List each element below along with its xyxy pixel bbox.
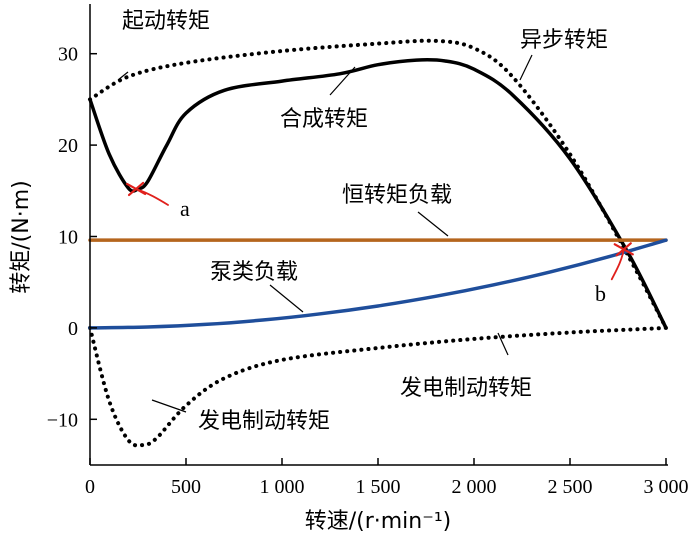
tick-layer: 0 500 1 000 1 500 2 000 2 500 3 000 −10 0 10 20 30 (47, 44, 689, 498)
x-tick-label: 500 (171, 476, 201, 498)
annotation-constant-load: 恒转矩负载 (342, 183, 452, 208)
x-tick-label: 2 000 (452, 476, 497, 498)
y-tick-label: 0 (68, 318, 78, 340)
annotation-starting-torque: 起动转矩 (122, 9, 210, 34)
intersection-point-a (125, 181, 169, 206)
series-regen-braking-torque (88, 325, 668, 448)
annotation-leader-line (329, 66, 356, 96)
y-tick-label: 30 (58, 44, 78, 66)
point-label-a: a (180, 196, 190, 221)
annotation-leader-line (151, 399, 187, 413)
x-tick-label: 3 000 (644, 476, 689, 498)
y-axis-title: 转矩/(N·m) (9, 180, 34, 293)
annotation-leader-line (417, 211, 449, 237)
y-tick-label: 20 (58, 135, 78, 157)
annotation-leader-line (497, 332, 509, 356)
y-tick-label: 10 (58, 227, 78, 249)
annotation-leader-line (519, 54, 533, 81)
x-tick-label: 2 500 (548, 476, 593, 498)
leader-layer (117, 54, 533, 413)
annotation-pump-load: 泵类负载 (210, 260, 298, 285)
marker-layer (125, 181, 634, 281)
x-tick-label: 1 500 (356, 476, 401, 498)
series-pump-load (88, 238, 668, 330)
intersection-pointer (135, 188, 169, 206)
intersection-pointer (610, 248, 625, 281)
annotation-leader-line (117, 71, 129, 81)
y-tick-label: −10 (47, 409, 78, 431)
annotation-combined-torque: 合成转矩 (280, 107, 368, 132)
axes-layer (89, 4, 668, 466)
annotation-regen-braking-right: 发电制动转矩 (400, 376, 532, 401)
x-axis-title: 转速/(r·min⁻¹) (305, 509, 452, 534)
x-tick-label: 1 000 (260, 476, 305, 498)
x-tick-label: 0 (85, 476, 95, 498)
point-label-b: b (595, 281, 606, 306)
intersection-point-b (610, 242, 634, 281)
annotation-regen-braking-bottom: 发电制动转矩 (198, 409, 330, 434)
series-layer (88, 38, 668, 448)
annotation-async-torque: 异步转矩 (520, 28, 608, 53)
annotation-leader-line (269, 284, 304, 313)
